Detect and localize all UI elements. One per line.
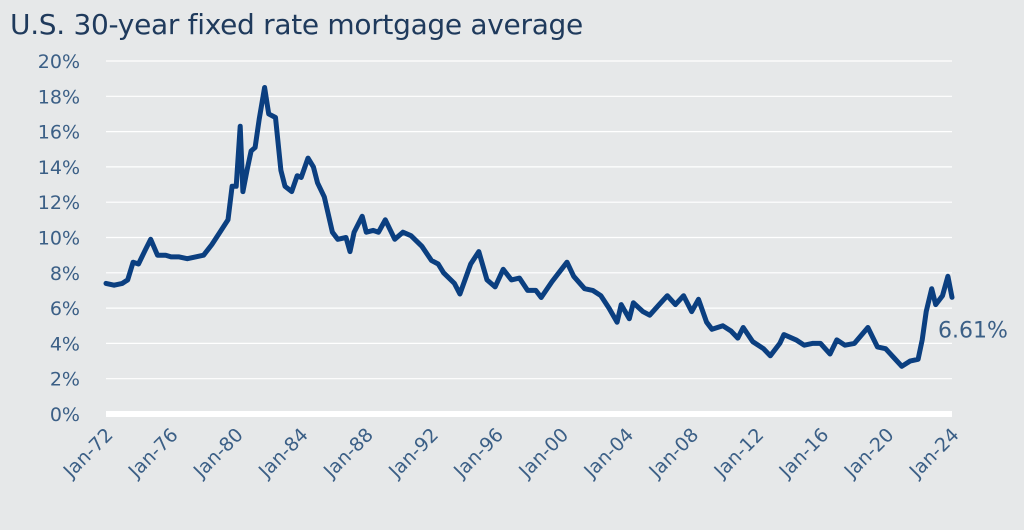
y-tick-label: 10% [38,228,80,250]
y-tick-label: 12% [38,192,80,214]
y-tick-label: 18% [38,86,80,108]
x-tick-label: Jan-88 [319,424,378,483]
series-line [103,85,955,369]
x-tick-label: Jan-24 [905,424,964,483]
x-tick-label: Jan-08 [644,424,703,483]
y-tick-label: 16% [38,122,80,144]
chart-title: U.S. 30-year fixed rate mortgage average [10,8,583,41]
x-tick-label: Jan-72 [59,424,118,483]
x-tick-label: Jan-16 [774,424,833,483]
x-tick-label: Jan-92 [384,424,443,483]
y-tick-label: 6% [50,298,80,320]
x-tick-label: Jan-12 [709,424,768,483]
x-tick-label: Jan-96 [449,424,508,483]
y-tick-label: 20% [38,51,80,73]
x-tick-label: Jan-76 [124,424,183,483]
x-tick-label: Jan-84 [254,424,313,483]
x-tick-label: Jan-80 [189,424,248,483]
y-tick-label: 14% [38,157,80,179]
end-value-label: 6.61% [938,318,1008,343]
x-tick-label: Jan-04 [579,424,638,483]
y-tick-label: 4% [50,333,80,355]
x-tick-label: Jan-20 [840,424,899,483]
y-tick-label: 8% [50,263,80,285]
y-tick-label: 2% [50,369,80,391]
y-tick-label: 0% [50,404,80,426]
x-tick-label: Jan-00 [514,424,573,483]
